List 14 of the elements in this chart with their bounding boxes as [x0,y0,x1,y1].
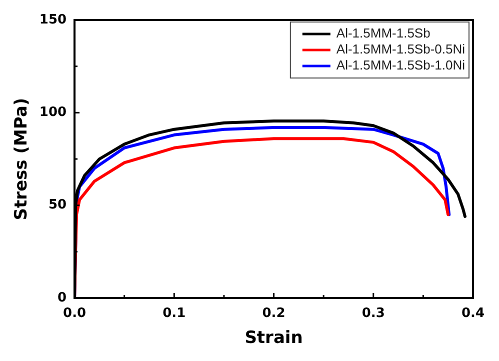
x-axis-title: Strain [244,328,303,348]
x-tick-label: 0.2 [262,306,286,322]
y-tick-label: 0 [57,290,67,306]
y-tick-label: 150 [39,12,67,28]
legend-label: Al-1.5MM-1.5Sb [336,26,430,41]
legend-label: Al-1.5MM-1.5Sb-1.0Ni [336,58,466,73]
legend-label: Al-1.5MM-1.5Sb-0.5Ni [336,42,466,57]
x-tick-label: 0.4 [461,306,485,322]
y-tick-label: 100 [39,105,67,120]
x-tick-label: 0.3 [362,306,385,322]
y-tick-label: 50 [48,198,67,213]
x-tick-label: 0.1 [162,306,186,322]
x-tick-label: 0.0 [63,306,86,322]
y-axis-title: Stress (MPa) [12,98,32,220]
